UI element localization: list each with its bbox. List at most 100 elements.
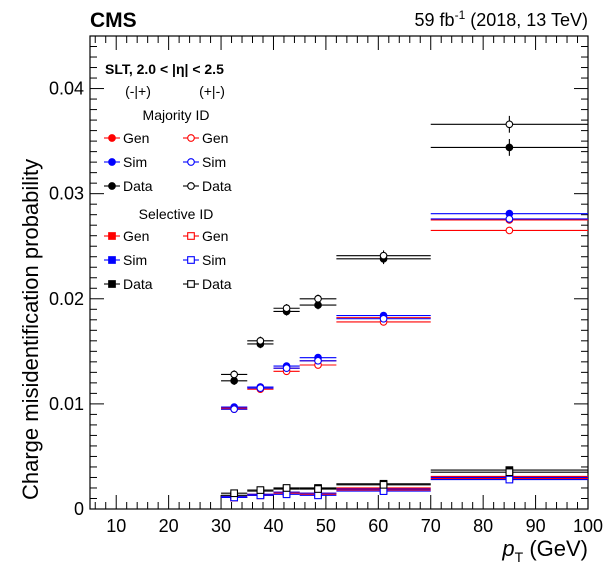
x-tick-label: 100 [573, 516, 603, 536]
legend-entry: Data [104, 178, 153, 194]
series-selective-data-open [221, 468, 588, 498]
legend-entry: Sim [183, 252, 226, 268]
y-axis-title: Charge misidentification probability [18, 159, 43, 500]
data-point [379, 251, 388, 260]
y-tick-labels: 0 0.01 0.02 0.03 0.04 [49, 79, 84, 519]
x-tick-label: 50 [316, 516, 336, 536]
series-selective-sim-open [221, 475, 588, 502]
legend-marker [108, 232, 116, 240]
legend-entry: Data [183, 178, 232, 194]
data-point [314, 356, 322, 365]
data-point [282, 484, 291, 492]
x-axis-title: pT (GeV) [501, 536, 588, 565]
data-point [505, 120, 514, 129]
data-point [256, 336, 265, 345]
x-tick-label: 80 [473, 516, 493, 536]
legend-col-right: (+|-) [199, 83, 225, 99]
data-point [256, 486, 265, 494]
legend-entry: Sim [104, 154, 147, 170]
legend-marker [187, 134, 195, 142]
y-tick-label: 0 [74, 499, 84, 519]
legend-entry: Data [104, 276, 153, 292]
legend-region: SLT, 2.0 < |η| < 2.5 [105, 61, 224, 77]
x-axis-title-sub: T [515, 549, 524, 565]
legend-entry: Sim [104, 252, 147, 268]
axis-ticks [90, 36, 589, 510]
legend-marker [108, 256, 116, 264]
series-majority-sim-open [221, 215, 588, 413]
legend-marker [187, 232, 195, 240]
data-point [379, 314, 388, 323]
series-majority-gen-open [221, 226, 588, 413]
legend-marker [187, 280, 195, 288]
legend-marker [187, 182, 195, 190]
data-point [505, 468, 514, 477]
data-point [505, 215, 514, 223]
luminosity-label: 59 fb-1 (2018, 13 TeV) [415, 8, 588, 30]
data-point [282, 304, 291, 313]
data-point [314, 491, 322, 500]
legend-entry: Data [183, 276, 232, 292]
legend-entry: Gen [104, 228, 149, 244]
legend-label: Gen [123, 130, 149, 146]
data-point [282, 364, 291, 373]
plot-frame [89, 35, 589, 510]
series-majority-sim-filled [221, 209, 588, 411]
legend-label: Sim [123, 154, 147, 170]
legend-label: Gen [123, 228, 149, 244]
data-marks [221, 115, 588, 502]
data-point [505, 475, 514, 484]
series-majority-gen-filled [221, 216, 588, 412]
lumi-main: 59 fb [415, 10, 455, 30]
legend-label: Data [202, 276, 232, 292]
data-point [505, 226, 514, 235]
legend: SLT, 2.0 < |η| < 2.5 (-|+) (+|-) Majorit… [104, 61, 232, 292]
x-tick-label: 60 [368, 516, 388, 536]
legend-label: Data [202, 178, 232, 194]
legend-label: Data [123, 178, 153, 194]
data-point [314, 485, 322, 493]
x-tick-label: 30 [211, 516, 231, 536]
legend-label: Gen [202, 228, 228, 244]
x-tick-label: 10 [106, 516, 126, 536]
legend-label: Gen [202, 130, 228, 146]
legend-label: Data [123, 276, 153, 292]
y-tick-label: 0.04 [49, 79, 84, 99]
x-tick-label: 40 [263, 516, 283, 536]
lumi-superscript: -1 [455, 8, 466, 22]
legend-label: Sim [123, 252, 147, 268]
legend-marker [108, 182, 116, 190]
legend-entry: Gen [183, 228, 228, 244]
lumi-rest: (2018, 13 TeV) [465, 10, 588, 30]
x-axis-title-main: p [501, 536, 514, 561]
data-point [379, 480, 388, 489]
x-tick-label: 20 [159, 516, 179, 536]
legend-selective-heading: Selective ID [139, 206, 214, 222]
legend-marker [108, 280, 116, 288]
x-tick-label: 90 [526, 516, 546, 536]
x-tick-labels: 10 20 30 40 50 60 70 80 90 100 [106, 516, 603, 536]
x-tick-label: 70 [421, 516, 441, 536]
y-tick-label: 0.02 [49, 289, 84, 309]
legend-entries: Gen Gen Sim Sim Data Data Gen Gen Sim Sim Data Data [104, 130, 232, 292]
data-point [230, 370, 239, 379]
legend-col-left: (-|+) [125, 83, 151, 99]
data-point [282, 490, 291, 499]
legend-marker [187, 256, 195, 264]
data-point [314, 294, 322, 303]
legend-marker [108, 158, 116, 166]
y-tick-label: 0.01 [49, 394, 84, 414]
data-point [379, 487, 388, 495]
data-point [256, 384, 265, 392]
legend-entry: Sim [183, 154, 226, 170]
y-tick-label: 0.03 [49, 184, 84, 204]
series-majority-data-open [221, 115, 588, 379]
legend-label: Sim [202, 252, 226, 268]
data-point [505, 143, 514, 152]
x-axis-title-unit: (GeV) [523, 536, 588, 561]
legend-marker [108, 134, 116, 142]
data-point [230, 489, 239, 498]
legend-label: Sim [202, 154, 226, 170]
legend-marker [187, 158, 195, 166]
